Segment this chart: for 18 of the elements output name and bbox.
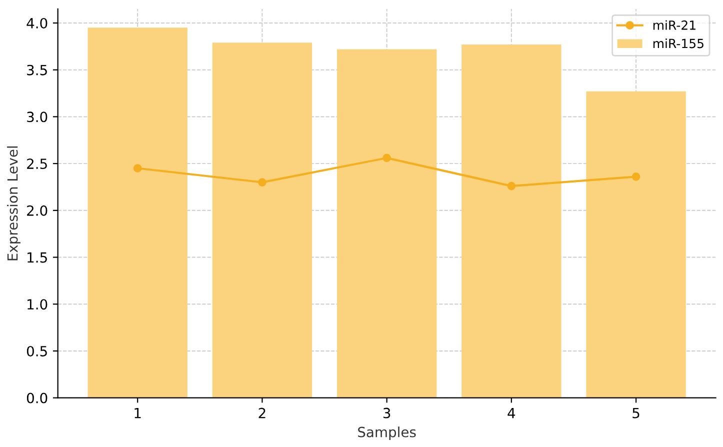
legend-label: miR-21 bbox=[653, 20, 696, 30]
y-tick-label: 3.5 bbox=[27, 64, 47, 76]
y-tick-label: 4.0 bbox=[26, 18, 48, 28]
y-tick-label: 2.0 bbox=[27, 205, 48, 216]
y-axis-title: Expression Level bbox=[7, 146, 20, 260]
y-tick-label: 1.5 bbox=[28, 252, 47, 263]
x-tick-label: 3 bbox=[383, 408, 390, 418]
y-tick-label: 3.0 bbox=[27, 112, 48, 122]
legend-label: miR-155 bbox=[653, 38, 704, 48]
y-tick-label: 1.0 bbox=[28, 299, 48, 310]
x-tick-label: 2 bbox=[258, 408, 266, 418]
x-tick-label: 5 bbox=[632, 408, 640, 418]
y-tick-label: 0.0 bbox=[26, 392, 48, 404]
y-tick-label: 2.5 bbox=[27, 158, 47, 170]
y-tick-label: 0.5 bbox=[26, 346, 47, 356]
x-tick-label: 4 bbox=[508, 408, 516, 418]
x-axis-title: Samples bbox=[358, 426, 416, 440]
x-tick-label: 1 bbox=[134, 408, 141, 418]
